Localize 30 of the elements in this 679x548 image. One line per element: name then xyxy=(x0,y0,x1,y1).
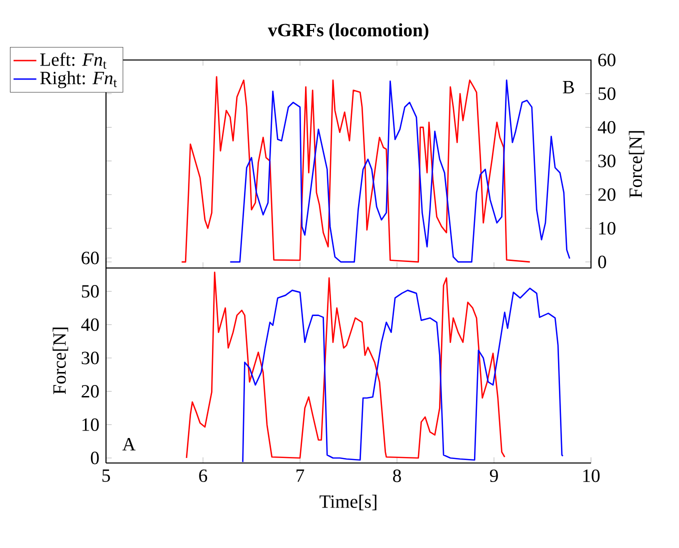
legend-label: Right: Fn$_{t}$ xyxy=(40,71,117,88)
x-tick-label: 9 xyxy=(490,469,498,482)
y-tick-label: 60 xyxy=(598,54,616,66)
x-tick-label: 7 xyxy=(296,469,304,482)
y-tick-label: 0 xyxy=(90,452,99,464)
annotation: A xyxy=(122,438,136,450)
y-axis-title: Force[N] xyxy=(628,131,644,198)
y-tick-label: 10 xyxy=(599,222,616,235)
x-tick-label: 10 xyxy=(583,469,600,482)
y-axis-title: Force[N] xyxy=(52,328,68,394)
y-tick-label: 50 xyxy=(598,87,616,100)
y-tick-label: 30 xyxy=(82,352,99,364)
x-tick-label: 5 xyxy=(102,469,110,482)
line-series xyxy=(242,288,564,463)
line-series xyxy=(186,272,506,459)
x-axis-title: Time[s] xyxy=(320,494,376,510)
annotation: B xyxy=(562,81,574,94)
y-tick-label: 20 xyxy=(82,385,99,398)
y-tick-label: 60 xyxy=(82,252,99,264)
y-tick-label: 10 xyxy=(82,418,99,431)
x-tick-label: 6 xyxy=(199,469,208,482)
y-tick-label: 40 xyxy=(81,318,99,331)
chart-title: vGRFs (locomotion) xyxy=(268,23,428,40)
y-tick-label: 40 xyxy=(598,120,616,134)
y-tick-label: 0 xyxy=(598,256,606,268)
y-tick-label: 20 xyxy=(598,188,616,201)
y-tick-label: 30 xyxy=(598,154,616,168)
legend-label: Left: Fn$_{t}$ xyxy=(40,52,106,69)
x-tick-label: 8 xyxy=(393,469,401,482)
y-tick-label: 50 xyxy=(82,285,99,298)
